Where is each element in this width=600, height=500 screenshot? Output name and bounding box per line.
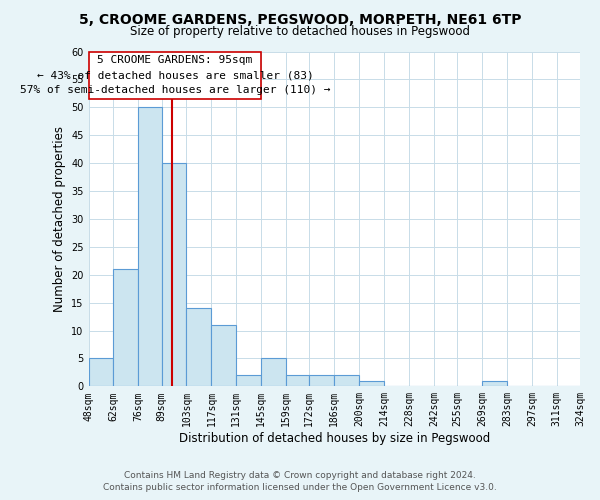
Bar (139, 108, 161, 386)
Bar (211, 325, 236, 386)
Text: 5 CROOME GARDENS: 95sqm
← 43% of detached houses are smaller (83)
57% of semi-de: 5 CROOME GARDENS: 95sqm ← 43% of detache… (20, 56, 330, 95)
Text: Contains HM Land Registry data © Crown copyright and database right 2024.
Contai: Contains HM Land Registry data © Crown c… (103, 471, 497, 492)
Bar (310, 375, 334, 386)
Bar (261, 358, 286, 386)
Bar (236, 375, 261, 386)
Bar (286, 375, 310, 386)
Bar (89, 358, 113, 386)
FancyBboxPatch shape (89, 52, 261, 99)
X-axis label: Distribution of detached houses by size in Pegswood: Distribution of detached houses by size … (179, 432, 490, 445)
Bar (187, 308, 211, 386)
Y-axis label: Number of detached properties: Number of detached properties (53, 126, 65, 312)
Bar (113, 269, 139, 386)
Bar (359, 381, 384, 386)
Bar (161, 163, 187, 386)
Bar (334, 375, 359, 386)
Text: 5, CROOME GARDENS, PEGSWOOD, MORPETH, NE61 6TP: 5, CROOME GARDENS, PEGSWOOD, MORPETH, NE… (79, 12, 521, 26)
Bar (482, 381, 507, 386)
Text: Size of property relative to detached houses in Pegswood: Size of property relative to detached ho… (130, 25, 470, 38)
